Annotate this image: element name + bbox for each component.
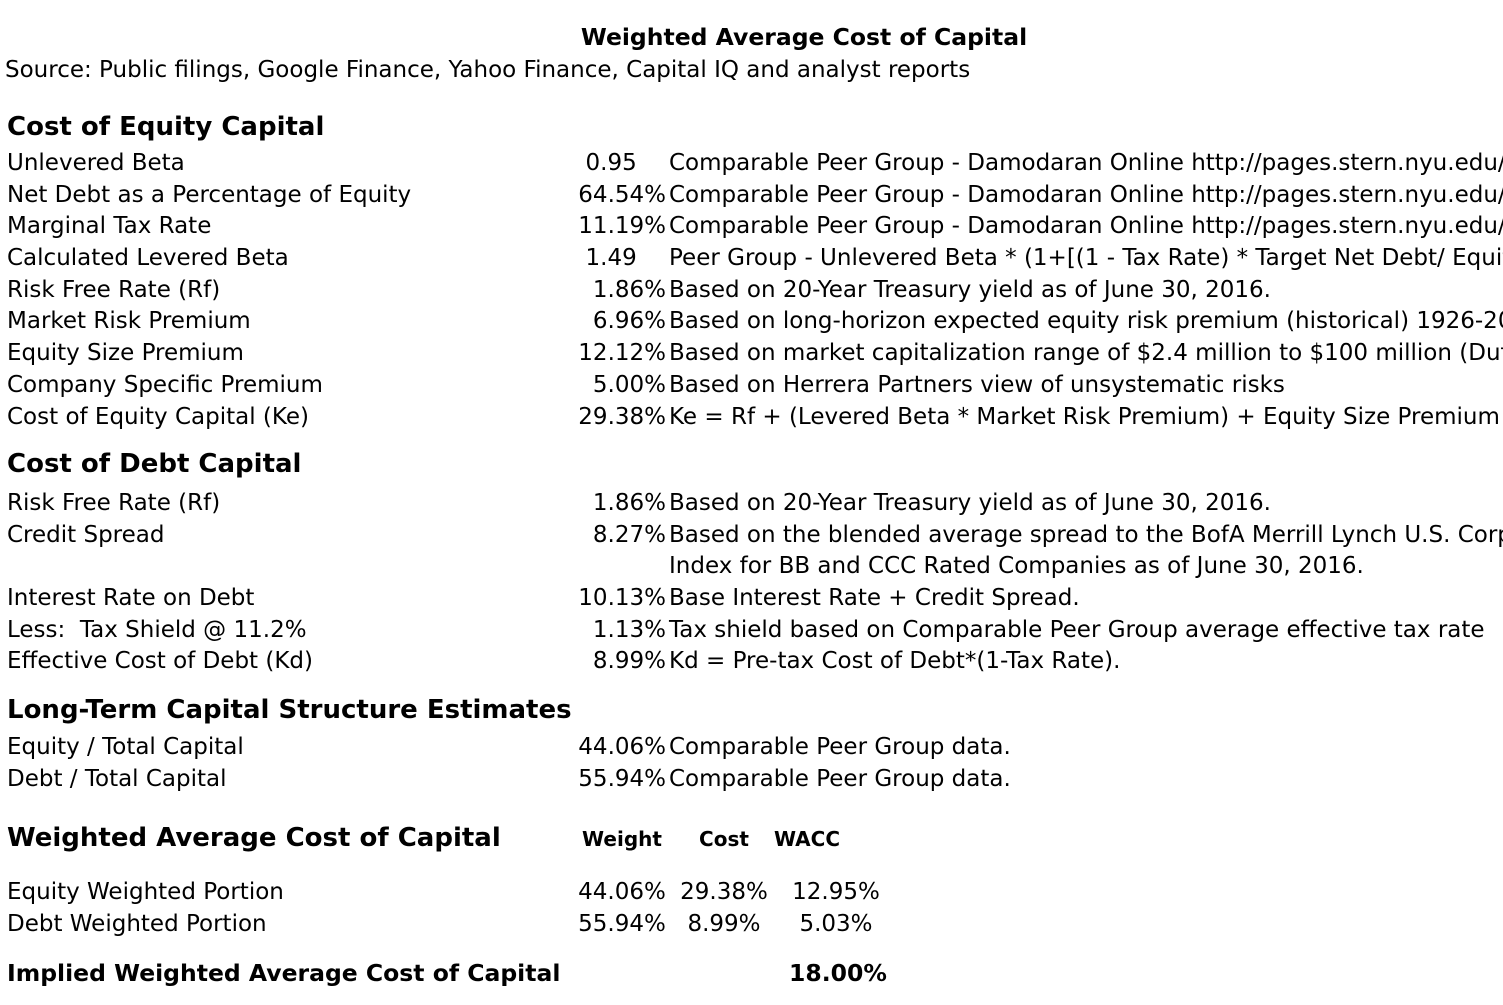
capital-structure-rows: Equity / Total Capital 44.06% Comparable… (0, 732, 1503, 795)
table-row: Company Specific Premium 5.00% Based on … (0, 370, 1503, 402)
column-header-cost: Cost (699, 827, 749, 851)
row-label: Unlevered Beta (7, 150, 185, 176)
equity-rows: Unlevered Beta 0.95 Comparable Peer Grou… (0, 148, 1503, 433)
row-value: 5.00% (592, 371, 666, 398)
row-value: 1.13% (592, 616, 666, 643)
row-value: 1.86% (592, 490, 666, 516)
row-value: 29.38% (578, 403, 666, 430)
weight-value: 55.94% (578, 910, 666, 937)
table-row: Equity / Total Capital 44.06% Comparable… (0, 732, 1503, 764)
table-row: Debt / Total Capital 55.94% Comparable P… (0, 764, 1503, 796)
row-value: 0.95 (585, 150, 666, 176)
row-value: 44.06% (578, 734, 666, 760)
row-label: Marginal Tax Rate (7, 213, 212, 240)
row-label: Effective Cost of Debt (Kd) (7, 648, 313, 675)
row-label: Less: Tax Shield @ 11.2% (7, 616, 307, 643)
row-value: 12.12% (578, 340, 666, 367)
row-description: Based on the blended average spread to t… (669, 521, 1503, 548)
row-label: Debt / Total Capital (7, 765, 227, 792)
row-value: 6.96% (592, 308, 666, 335)
row-value: 8.27% (592, 521, 666, 548)
source-note: Source: Public filings, Google Finance, … (5, 57, 971, 83)
row-label: Risk Free Rate (Rf) (7, 276, 221, 303)
table-row: Calculated Levered Beta 1.49 Peer Group … (0, 243, 1503, 275)
row-label: Market Risk Premium (7, 308, 251, 335)
row-value: 11.19% (578, 213, 666, 240)
table-row: Interest Rate on Debt 10.13% Base Intere… (0, 583, 1503, 615)
row-description: Based on 20-Year Treasury yield as of Ju… (669, 490, 1271, 516)
row-description: Based on long-horizon expected equity ri… (669, 308, 1503, 335)
section-heading-capital-structure: Long-Term Capital Structure Estimates (7, 695, 572, 725)
row-value: 8.99% (592, 648, 666, 675)
table-row: Effective Cost of Debt (Kd) 8.99% Kd = P… (0, 646, 1503, 678)
row-value (577, 551, 666, 583)
row-value: 1.86% (592, 276, 666, 303)
row-value: 1.49 (585, 245, 666, 272)
implied-wacc-value: 18.00% (789, 959, 887, 987)
implied-wacc-row: Implied Weighted Average Cost of Capital… (0, 956, 887, 990)
wacc-table-header: Weighted Average Cost of Capital Weight … (0, 820, 883, 857)
row-value: 64.54% (578, 181, 666, 208)
row-label: Cost of Equity Capital (Ke) (7, 403, 309, 430)
row-description: Peer Group - Unlevered Beta * (1+[(1 - T… (669, 245, 1503, 272)
table-row: Market Risk Premium 6.96% Based on long-… (0, 306, 1503, 338)
section-heading-cost-of-debt: Cost of Debt Capital (7, 449, 302, 479)
weight-value: 44.06% (578, 879, 666, 905)
row-label: Interest Rate on Debt (7, 585, 255, 612)
table-row: Risk Free Rate (Rf) 1.86% Based on 20-Ye… (0, 488, 1503, 520)
row-label: Equity Size Premium (7, 340, 244, 367)
row-label: Calculated Levered Beta (7, 245, 289, 272)
row-description: Based on 20-Year Treasury yield as of Ju… (669, 276, 1271, 303)
table-row: Equity Weighted Portion 44.06% 29.38% 12… (0, 877, 1503, 909)
table-row: Net Debt as a Percentage of Equity 64.54… (0, 180, 1503, 212)
row-description: Kd = Pre-tax Cost of Debt*(1-Tax Rate). (669, 648, 1121, 675)
wacc-value: 12.95% (792, 879, 880, 905)
row-description: Ke = Rf + (Levered Beta * Market Risk Pr… (669, 403, 1500, 430)
page-title: Weighted Average Cost of Capital (580, 23, 1028, 51)
row-description: Comparable Peer Group - Damodaran Online… (669, 181, 1503, 208)
wacc-value: 5.03% (799, 910, 873, 937)
column-header-weight: Weight (582, 827, 662, 851)
row-description: Tax shield based on Comparable Peer Grou… (669, 616, 1485, 643)
row-label: Net Debt as a Percentage of Equity (7, 181, 412, 208)
table-row: Debt Weighted Portion 55.94% 8.99% 5.03% (0, 909, 1503, 941)
row-description: Based on market capitalization range of … (669, 340, 1503, 367)
implied-wacc-label: Implied Weighted Average Cost of Capital (7, 959, 561, 987)
row-label: Equity Weighted Portion (7, 879, 284, 905)
row-value: 10.13% (578, 585, 666, 612)
row-description: Comparable Peer Group - Damodaran Online… (669, 213, 1503, 240)
cost-value: 8.99% (687, 910, 761, 937)
row-label: Debt Weighted Portion (7, 910, 267, 937)
row-label: Risk Free Rate (Rf) (7, 490, 221, 516)
cost-value: 29.38% (680, 879, 768, 905)
row-value: 55.94% (578, 765, 666, 792)
row-description: Base Interest Rate + Credit Spread. (669, 585, 1080, 612)
table-row: Index for BB and CCC Rated Companies as … (0, 551, 1503, 583)
row-description: Comparable Peer Group data. (669, 765, 1011, 792)
table-row: Risk Free Rate (Rf) 1.86% Based on 20-Ye… (0, 275, 1503, 307)
row-label: Credit Spread (7, 521, 165, 548)
debt-rows: Risk Free Rate (Rf) 1.86% Based on 20-Ye… (0, 488, 1503, 678)
table-row: Unlevered Beta 0.95 Comparable Peer Grou… (0, 148, 1503, 180)
row-description: Comparable Peer Group data. (669, 734, 1011, 760)
table-row: Equity Size Premium 12.12% Based on mark… (0, 338, 1503, 370)
table-row: Marginal Tax Rate 11.19% Comparable Peer… (0, 211, 1503, 243)
table-row: Cost of Equity Capital (Ke) 29.38% Ke = … (0, 402, 1503, 434)
section-heading-cost-of-equity: Cost of Equity Capital (7, 112, 325, 142)
row-label (0, 551, 577, 583)
column-header-wacc: WACC (774, 827, 840, 851)
row-label: Equity / Total Capital (7, 734, 244, 760)
wacc-rows: Equity Weighted Portion 44.06% 29.38% 12… (0, 877, 1503, 940)
table-row: Less: Tax Shield @ 11.2% 1.13% Tax shiel… (0, 615, 1503, 647)
table-row: Credit Spread 8.27% Based on the blended… (0, 520, 1503, 552)
section-heading-wacc: Weighted Average Cost of Capital (7, 823, 501, 853)
row-label: Company Specific Premium (7, 371, 323, 398)
row-description: Index for BB and CCC Rated Companies as … (669, 553, 1364, 580)
row-description: Based on Herrera Partners view of unsyst… (669, 371, 1285, 398)
row-description: Comparable Peer Group - Damodaran Online… (669, 150, 1503, 176)
